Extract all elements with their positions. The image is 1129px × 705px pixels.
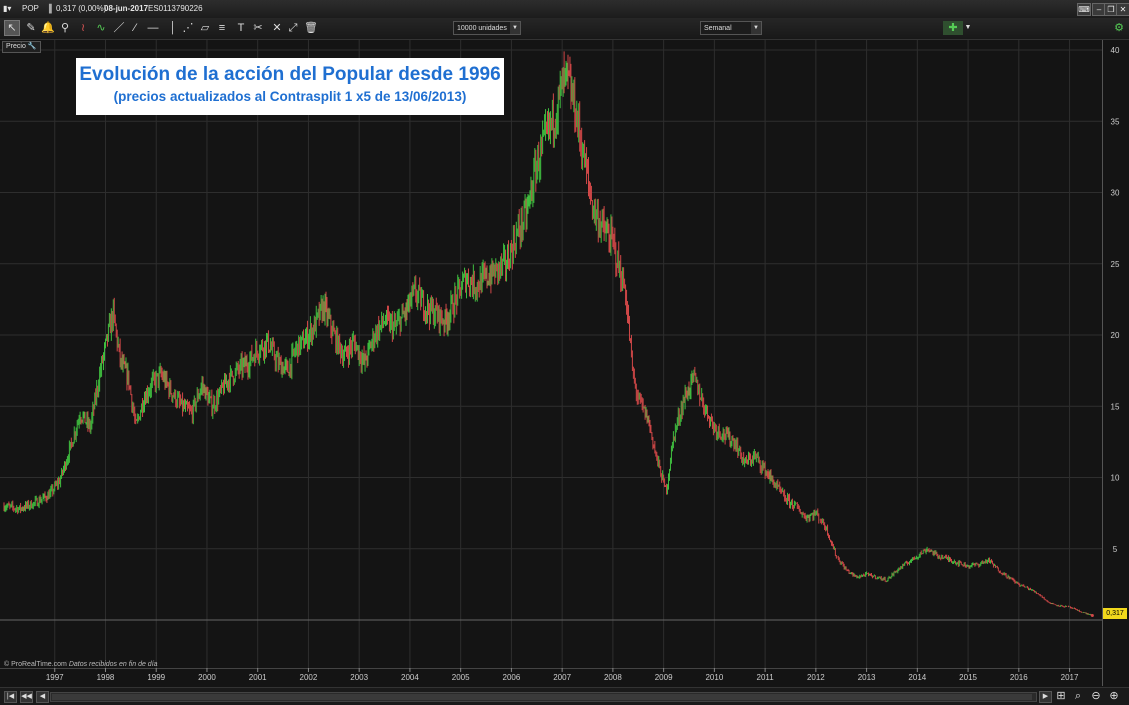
cursor-icon[interactable]: ↖ [4,20,20,36]
symbol-label[interactable]: POP [22,4,39,13]
y-tick-label: 25 [1111,260,1120,269]
y-axis: 5 10 15 20 25 30 35 40 [1111,46,1120,554]
units-select[interactable]: 10000 unidades ▼ [453,21,521,35]
y-tick-label: 5 [1113,545,1118,554]
scroll-prev-button[interactable]: ◀◀ [20,691,33,703]
scroll-thumb[interactable] [52,694,1032,700]
annotation-title: Evolución de la acción del Popular desde… [79,64,501,85]
period-select[interactable]: Semanal ▼ [700,21,762,35]
x-tick-label: 2007 [553,673,571,682]
close-button[interactable]: ✕ [1116,3,1129,16]
data-note: Datos recibidos en fin de día [68,661,158,668]
x-tick-label: 2005 [452,673,470,682]
price-panel-label-text: Precio [6,43,26,50]
info-icon[interactable]: ▐ [46,4,52,13]
tools-icon[interactable]: ✂ [253,22,263,34]
chart-type-icon[interactable]: ▮▾ [3,4,12,13]
zigzag-icon[interactable]: ≀ [80,22,86,34]
x-tick-label: 1997 [46,673,64,682]
text-icon[interactable]: T [237,22,245,34]
fit-icon[interactable]: ⊞ [1056,690,1066,702]
wrench-icon: 🔧 [27,43,37,50]
price-chart-panel[interactable]: 5 10 15 20 25 30 35 40 1997 1998 1999 2000 2001 2002… [0,40,1129,686]
diagonal-tool-icon[interactable]: ⤢ [288,22,298,34]
title-bar: ▮▾ POP ▐ 0,317 (0,00%) 08-jun-2017 ES011… [0,0,1129,19]
slash-line-icon[interactable]: ⁄ [134,22,136,34]
chevron-down-icon: ▼ [510,22,520,34]
scroll-left-button[interactable]: ◀ [36,691,49,703]
isin-code: ES0113790226 [148,4,203,13]
fibonacci-icon[interactable]: ≡ [218,22,226,34]
x-tick-label: 2000 [198,673,216,682]
pencil-icon[interactable]: ✎ [26,22,36,34]
x-tick-label: 2006 [503,673,521,682]
line-icon[interactable]: ／ [113,22,125,34]
x-tick-label: 2016 [1010,673,1028,682]
y-tick-label: 40 [1111,46,1120,55]
x-tick-label: 2002 [300,673,318,682]
price-series [3,51,1094,617]
x-tick-label: 2010 [705,673,723,682]
x-tick-label: 2017 [1061,673,1079,682]
y-tick-label: 20 [1111,331,1120,340]
last-price-point [1090,613,1094,617]
keyboard-icon[interactable]: ⌨ [1077,3,1091,16]
settings-icon[interactable]: ⚙ [1114,22,1124,34]
drawing-toolbar: ↖ ✎ 🔔 ⚲ ≀ ∿ ／ ⁄ — │ ⋰ ▱ ≡ T ✂ ✕ ⤢ 🗑 1000… [0,18,1129,40]
x-tick-label: 1999 [147,673,165,682]
period-select-value: Semanal [704,25,732,32]
x-axis: 1997 1998 1999 2000 2001 2002 2003 2004 2005 2006… [46,668,1079,682]
quote-date: 08-jun-2017 [104,4,149,13]
add-indicator-icon[interactable]: ✚ [943,21,963,35]
x-tick-label: 2003 [350,673,368,682]
time-scrollbar: |◀ ◀◀ ◀ ▶ ⊞ ⌕ ⊖ ⊕ [0,687,1129,705]
chevron-down-icon: ▼ [751,22,761,34]
x-tick-label: 2013 [858,673,876,682]
x-tick-label: 2012 [807,673,825,682]
wave-icon[interactable]: ∿ [96,22,106,34]
scroll-right-button[interactable]: ▶ [1039,691,1052,703]
magnifier-icon[interactable]: ⚲ [60,22,70,34]
trash-icon[interactable]: 🗑 [304,22,318,34]
units-select-value: 10000 unidades [457,25,507,32]
copyright-text: © ProRealTime.com [4,661,67,668]
x-tick-label: 1998 [97,673,115,682]
scroll-first-button[interactable]: |◀ [4,691,17,703]
y-tick-label: 10 [1111,474,1120,483]
price-panel-label[interactable]: Precio 🔧 [2,41,41,53]
zoom-out-icon[interactable]: ⊖ [1091,690,1101,702]
x-tick-label: 2015 [959,673,977,682]
chart-grid [0,40,1102,668]
copyright-note: © ProRealTime.com Datos recibidos en fin… [4,661,158,668]
scroll-track[interactable] [50,692,1037,702]
horizontal-line-icon[interactable]: — [147,22,159,34]
chevron-down-icon[interactable]: ▼ [964,24,972,31]
x-tick-label: 2009 [655,673,673,682]
x-tick-label: 2004 [401,673,419,682]
y-tick-label: 15 [1111,402,1120,411]
cross-icon[interactable]: ✕ [272,22,282,34]
last-price: 0,317 (0,00%) [56,4,107,13]
x-tick-label: 2011 [757,673,775,682]
channel-icon[interactable]: ▱ [200,22,210,34]
y-tick-label: 30 [1111,189,1120,198]
last-price-tag: 0,317 [1103,608,1127,619]
chart-annotation: Evolución de la acción del Popular desde… [76,58,504,115]
fan-icon[interactable]: ⋰ [182,22,194,34]
y-tick-label: 35 [1111,117,1120,126]
zoom-in-icon[interactable]: ⊕ [1109,690,1119,702]
x-tick-label: 2014 [908,673,926,682]
zoom-reset-icon[interactable]: ⌕ [1074,690,1082,702]
vertical-line-icon[interactable]: │ [169,22,177,34]
annotation-subtitle: (precios actualizados al Contrasplit 1 x… [113,89,467,104]
x-tick-label: 2008 [604,673,622,682]
bell-icon[interactable]: 🔔 [41,22,55,34]
x-tick-label: 2001 [249,673,267,682]
price-chart[interactable]: 5 10 15 20 25 30 35 40 1997 1998 1999 2000 2001 2002… [0,40,1129,686]
